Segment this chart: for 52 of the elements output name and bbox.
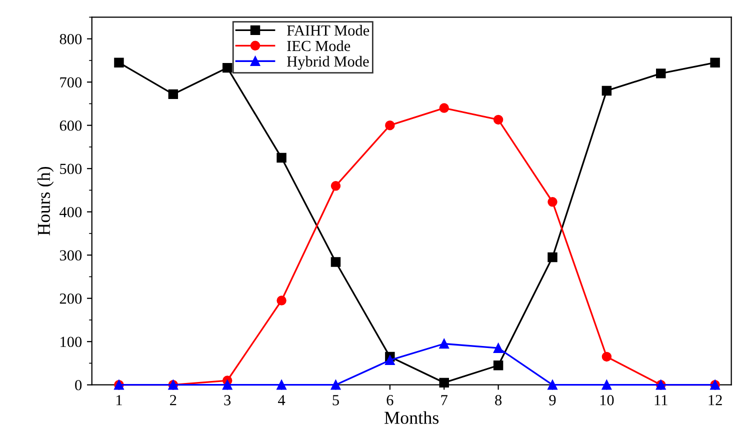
- point: [602, 352, 612, 362]
- y-tick-label: 600: [60, 120, 82, 131]
- x-tick-label: 2: [170, 395, 176, 406]
- point: [330, 257, 341, 267]
- point: [222, 62, 232, 73]
- y-tick-label: 100: [60, 336, 82, 348]
- x-tick-label: 1: [116, 395, 122, 406]
- y-tick-label: 500: [60, 164, 82, 174]
- point: [493, 360, 504, 370]
- point: [602, 380, 612, 390]
- x-tick-label: 10: [600, 395, 614, 406]
- x-axis-title: Months: [384, 411, 439, 424]
- y-tick-label: 400: [60, 206, 82, 218]
- point: [276, 296, 286, 306]
- y-tick-label: 300: [60, 250, 82, 261]
- point: [385, 355, 395, 366]
- point: [439, 338, 449, 349]
- point: [656, 68, 666, 78]
- legend-label: FAIHT Mode: [287, 24, 370, 36]
- point: [168, 89, 178, 100]
- point: [330, 380, 341, 390]
- point: [548, 252, 558, 262]
- x-tick-label: 8: [495, 395, 502, 406]
- x-tick-label: 12: [708, 395, 722, 406]
- point: [439, 378, 449, 388]
- point: [114, 58, 124, 68]
- x-tick-label: 4: [278, 395, 286, 406]
- point: [439, 103, 449, 113]
- point: [276, 380, 286, 390]
- y-tick-label: 700: [60, 77, 82, 88]
- point: [548, 380, 558, 390]
- x-tick-label: 6: [386, 395, 394, 406]
- legend-label: Hybrid Mode: [287, 56, 369, 70]
- x-tick-label: 9: [549, 395, 556, 406]
- y-tick-label: 200: [60, 293, 82, 304]
- point: [548, 197, 558, 207]
- x-tick-label: 3: [224, 395, 231, 406]
- point: [276, 152, 286, 163]
- point: [602, 86, 612, 96]
- x-tick-label: 11: [654, 395, 668, 406]
- y-axis-title: Hours (h): [37, 166, 54, 236]
- point: [493, 114, 504, 125]
- x-tick-label: 7: [441, 395, 448, 406]
- point: [385, 120, 395, 130]
- point: [222, 380, 232, 390]
- point: [710, 58, 720, 68]
- y-tick-label: 0: [75, 380, 82, 390]
- x-tick-label: 5: [332, 395, 339, 406]
- point: [493, 343, 504, 353]
- y-tick-label: 800: [60, 34, 82, 44]
- legend-label: IEC Mode: [287, 40, 350, 52]
- point: [330, 181, 341, 191]
